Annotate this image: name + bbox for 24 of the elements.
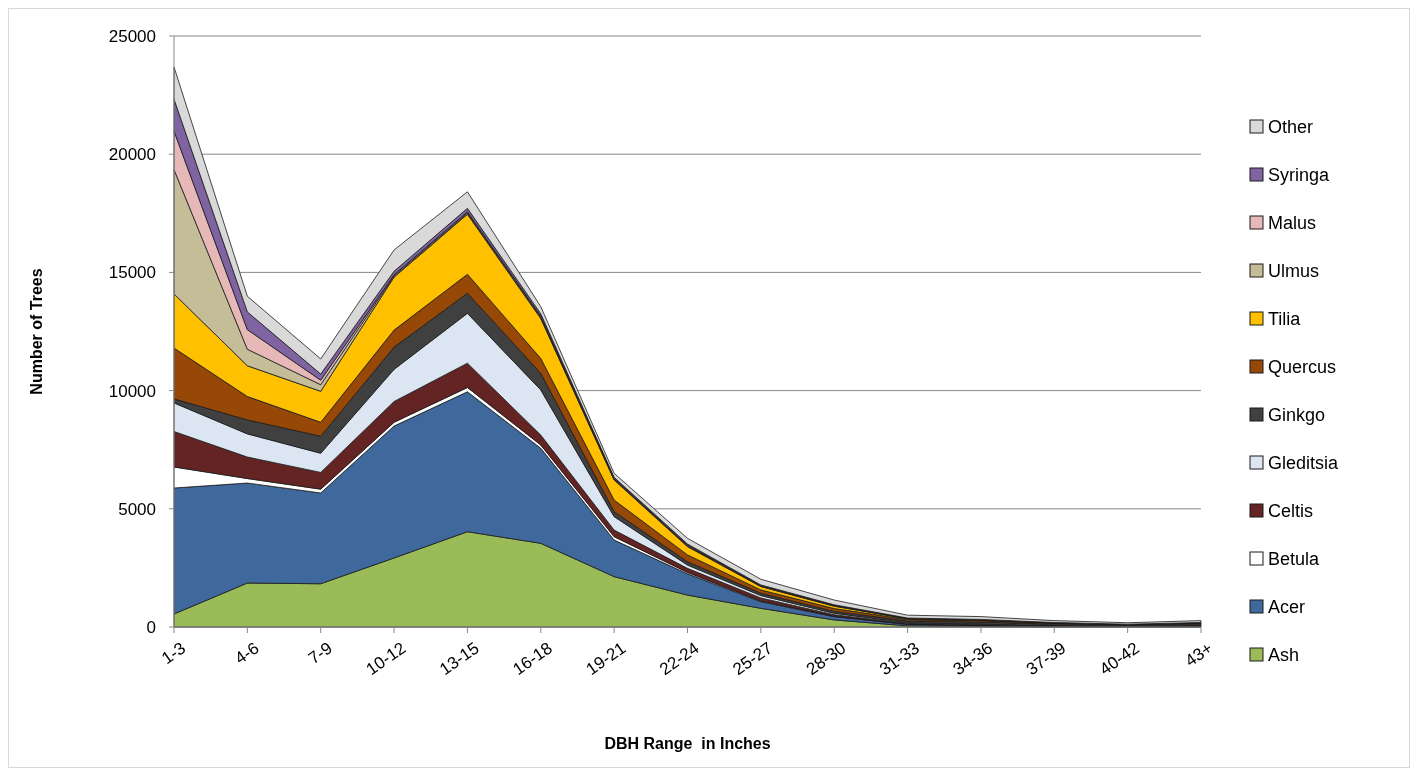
y-tick-label: 10000 (108, 381, 156, 401)
x-tick-label: 43+ (1181, 638, 1217, 671)
y-tick-label: 25000 (108, 26, 156, 46)
legend-label: Acer (1268, 596, 1306, 617)
legend-label: Ulmus (1268, 260, 1320, 281)
legend-label: Celtis (1268, 500, 1314, 521)
legend-label: Ginkgo (1268, 404, 1326, 425)
legend-label: Gleditsia (1268, 452, 1340, 473)
x-tick-label: 4-6 (231, 638, 263, 669)
legend-label: Betula (1268, 548, 1321, 569)
legend-label: Ash (1268, 644, 1300, 665)
legend-label: Malus (1268, 212, 1317, 233)
y-tick-label: 20000 (108, 145, 156, 165)
x-tick-label: 7-9 (304, 638, 336, 669)
legend-label: Tilia (1268, 308, 1302, 329)
legend-label: Other (1268, 116, 1314, 137)
x-axis-title: DBH Range in Inches (604, 735, 771, 752)
y-tick-label: 0 (146, 617, 156, 637)
y-axis-title: Number of Trees (28, 268, 45, 395)
y-tick-label: 5000 (118, 499, 156, 519)
legend-label: Quercus (1268, 356, 1337, 377)
x-tick-label: 1-3 (158, 638, 190, 669)
legend-label: Syringa (1268, 164, 1331, 185)
y-tick-label: 15000 (108, 263, 156, 283)
